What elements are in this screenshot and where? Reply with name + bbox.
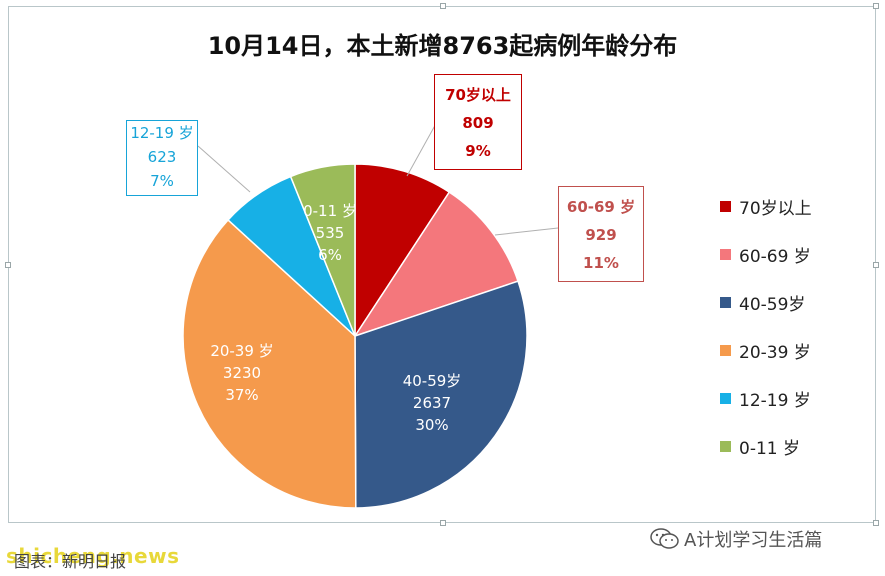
chart-legend: 70岁以上 60-69 岁 40-59岁 20-39 岁 12-19 岁 0-11 岁 [720, 182, 812, 470]
data-label-40-59-value: 2637 [413, 394, 451, 412]
data-label-0-11-label: 0-11 岁 [303, 202, 357, 220]
legend-swatch-70-plus [720, 200, 731, 212]
leader-line-60-69 [494, 227, 559, 236]
legend-item-60-69: 60-69 岁 [720, 230, 812, 278]
resize-handle-left[interactable] [5, 262, 11, 268]
callout-60-69: 60-69 岁 929 11% [558, 186, 644, 282]
data-label-70-plus-percent: 9% [465, 142, 491, 160]
resize-handle-right[interactable] [873, 262, 879, 268]
legend-item-70-plus: 70岁以上 [720, 182, 812, 230]
leader-line-12-19 [197, 145, 251, 193]
legend-item-0-11: 0-11 岁 [720, 422, 812, 470]
data-label-40-59-percent: 30% [415, 416, 448, 434]
legend-item-40-59: 40-59岁 [720, 278, 812, 326]
pie-slice-20-39 [182, 218, 357, 509]
callout-70-plus: 70岁以上 809 9% [434, 74, 522, 170]
legend-label-0-11: 0-11 岁 [739, 438, 800, 459]
resize-handle-bottom-right[interactable] [873, 520, 879, 526]
data-label-40-59-label: 40-59岁 [403, 372, 462, 390]
legend-swatch-60-69 [720, 248, 731, 260]
data-label-60-69-percent: 11% [583, 254, 619, 272]
data-label-0-11-value: 535 [316, 224, 345, 242]
legend-item-20-39: 20-39 岁 [720, 326, 812, 374]
data-label-12-19-percent: 7% [150, 172, 174, 190]
legend-label-40-59: 40-59岁 [739, 294, 806, 315]
legend-swatch-0-11 [720, 440, 731, 452]
pie-slice-40-59 [354, 280, 528, 509]
data-label-20-39-value: 3230 [223, 364, 261, 382]
data-label-0-11-percent: 6% [318, 246, 342, 264]
legend-item-12-19: 12-19 岁 [720, 374, 812, 422]
legend-swatch-12-19 [720, 392, 731, 404]
data-label-70-plus-value: 809 [462, 114, 494, 132]
wechat-icon [650, 528, 680, 550]
resize-handle-top[interactable] [440, 3, 446, 9]
data-label-20-39-label: 20-39 岁 [210, 342, 273, 360]
data-label-20-39-percent: 37% [225, 386, 258, 404]
pie-slice-70-plus [354, 163, 451, 339]
data-label-60-69-value: 929 [585, 226, 617, 244]
data-label-12-19-value: 623 [147, 148, 177, 166]
watermark-left: shicheng.news [6, 544, 180, 568]
chart-title: 10月14日，本土新增8763起病例年龄分布 [207, 32, 678, 60]
legend-label-60-69: 60-69 岁 [739, 246, 811, 267]
data-label-60-69-label: 60-69 岁 [566, 198, 636, 216]
watermark-right-text: A计划学习生活篇 [684, 530, 823, 551]
leader-line-70-plus [406, 119, 439, 177]
pie-slice-0-11 [289, 163, 356, 337]
pie-slice-60-69 [353, 191, 519, 338]
watermark-right: A计划学习生活篇 [650, 526, 822, 552]
legend-label-20-39: 20-39 岁 [739, 342, 811, 363]
resize-handle-bottom[interactable] [440, 520, 446, 526]
callout-12-19: 12-19 岁 623 7% [126, 120, 198, 196]
legend-label-12-19: 12-19 岁 [739, 390, 811, 411]
legend-swatch-40-59 [720, 296, 731, 308]
legend-label-70-plus: 70岁以上 [739, 198, 812, 219]
data-label-70-plus-label: 70岁以上 [445, 86, 511, 104]
data-label-12-19-label: 12-19 岁 [130, 124, 194, 142]
resize-handle-top-right[interactable] [873, 3, 879, 9]
legend-swatch-20-39 [720, 344, 731, 356]
chart-credit: 图表：新明日报 [14, 552, 127, 571]
